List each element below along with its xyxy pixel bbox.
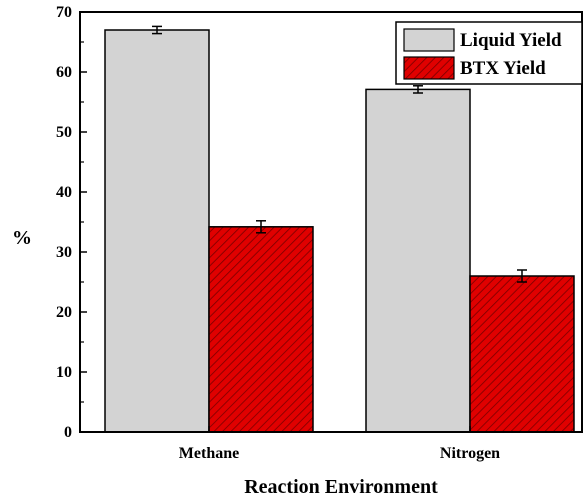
error-bar-btx-yield-nitrogen: [517, 269, 527, 283]
bar-btx-yield-nitrogen: [469, 275, 575, 433]
x-axis-title: Reaction Environment: [244, 476, 438, 498]
legend-swatch-btx-yield: [403, 56, 455, 80]
bar-btx-yield-methane: [208, 226, 314, 433]
legend-label-btx-yield: BTX Yield: [460, 58, 546, 79]
y-tick-label: 20: [56, 304, 72, 321]
error-bar-liquid-yield-nitrogen: [413, 85, 423, 94]
bar-liquid-yield-nitrogen: [365, 88, 471, 433]
bars-layer: [104, 29, 575, 433]
y-axis-title: %: [12, 227, 32, 249]
y-axis: 0 10 20 30 40 50 60 70: [56, 4, 87, 441]
y-tick-label: 60: [56, 64, 72, 81]
x-axis: Methane Nitrogen: [179, 426, 500, 462]
legend: Liquid Yield BTX Yield: [395, 21, 583, 85]
y-tick-label: 40: [56, 184, 72, 201]
y-tick-label: 0: [64, 424, 72, 441]
legend-swatch-liquid-yield: [403, 28, 455, 52]
x-tick-label-methane: Methane: [179, 445, 239, 462]
error-bar-liquid-yield-methane: [152, 25, 162, 35]
y-tick-label: 70: [56, 4, 72, 21]
legend-label-liquid-yield: Liquid Yield: [460, 30, 562, 51]
error-bars-layer: [152, 25, 527, 283]
y-tick-label: 50: [56, 124, 72, 141]
y-tick-label: 10: [56, 364, 72, 381]
y-tick-label: 30: [56, 244, 72, 261]
x-tick-label-nitrogen: Nitrogen: [440, 445, 500, 462]
error-bar-btx-yield-methane: [256, 220, 266, 234]
bar-liquid-yield-methane: [104, 29, 210, 433]
